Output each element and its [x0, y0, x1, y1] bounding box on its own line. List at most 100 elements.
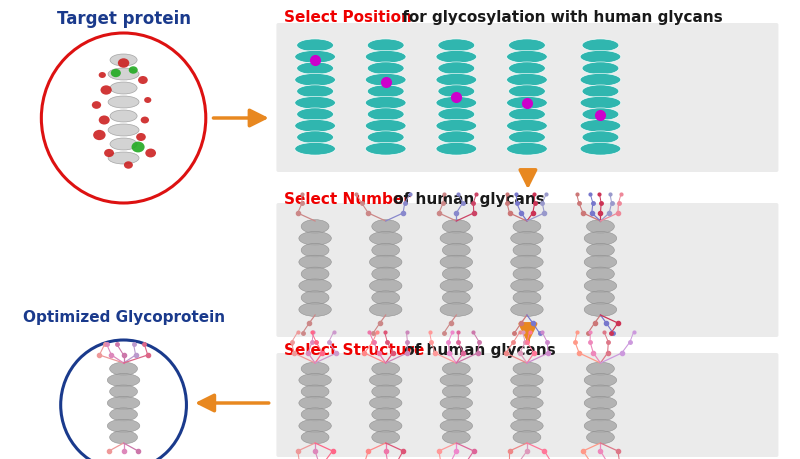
Text: Select Structure: Select Structure	[284, 343, 425, 358]
Ellipse shape	[301, 408, 329, 421]
Ellipse shape	[294, 96, 335, 109]
Ellipse shape	[92, 101, 101, 109]
Ellipse shape	[104, 149, 114, 157]
FancyBboxPatch shape	[277, 203, 778, 337]
Ellipse shape	[582, 39, 619, 51]
Ellipse shape	[586, 408, 614, 421]
Ellipse shape	[294, 50, 335, 63]
Ellipse shape	[366, 142, 406, 155]
Ellipse shape	[366, 50, 406, 63]
Ellipse shape	[367, 131, 404, 144]
Ellipse shape	[438, 85, 474, 98]
Ellipse shape	[509, 131, 546, 144]
Ellipse shape	[367, 39, 404, 51]
Ellipse shape	[301, 291, 329, 304]
Ellipse shape	[584, 397, 617, 409]
Ellipse shape	[299, 397, 331, 409]
Ellipse shape	[108, 152, 139, 164]
Text: Optimized Glycoprotein: Optimized Glycoprotein	[22, 310, 225, 325]
Ellipse shape	[580, 73, 621, 86]
Ellipse shape	[510, 397, 543, 409]
Ellipse shape	[372, 243, 400, 257]
Text: of human glycans: of human glycans	[388, 192, 544, 207]
Ellipse shape	[110, 69, 121, 77]
Ellipse shape	[294, 142, 335, 155]
Ellipse shape	[440, 419, 473, 432]
Ellipse shape	[442, 267, 470, 281]
Ellipse shape	[372, 431, 400, 444]
Ellipse shape	[586, 385, 614, 398]
Text: Select Position: Select Position	[284, 10, 412, 25]
Ellipse shape	[98, 72, 106, 78]
Ellipse shape	[110, 82, 137, 94]
Ellipse shape	[110, 385, 138, 398]
Ellipse shape	[294, 73, 335, 86]
Ellipse shape	[510, 279, 543, 293]
Ellipse shape	[513, 362, 541, 375]
Ellipse shape	[584, 303, 617, 316]
Ellipse shape	[436, 50, 477, 63]
Ellipse shape	[584, 279, 617, 293]
Ellipse shape	[297, 108, 334, 121]
Ellipse shape	[141, 117, 149, 123]
Ellipse shape	[509, 108, 546, 121]
Ellipse shape	[513, 385, 541, 398]
Ellipse shape	[510, 419, 543, 432]
Ellipse shape	[299, 255, 331, 269]
Ellipse shape	[513, 408, 541, 421]
Ellipse shape	[367, 85, 404, 98]
Ellipse shape	[580, 96, 621, 109]
Ellipse shape	[370, 374, 402, 387]
Ellipse shape	[438, 108, 474, 121]
Ellipse shape	[107, 374, 140, 387]
Ellipse shape	[586, 243, 614, 257]
Ellipse shape	[509, 62, 546, 74]
Ellipse shape	[506, 50, 547, 63]
Ellipse shape	[580, 142, 621, 155]
Text: of human glycans: of human glycans	[399, 343, 556, 358]
Text: Target protein: Target protein	[57, 10, 190, 28]
FancyBboxPatch shape	[277, 23, 778, 172]
Ellipse shape	[506, 96, 547, 109]
Ellipse shape	[442, 243, 470, 257]
Ellipse shape	[297, 62, 334, 74]
Ellipse shape	[299, 303, 331, 316]
Ellipse shape	[584, 419, 617, 432]
Ellipse shape	[366, 96, 406, 109]
Ellipse shape	[370, 397, 402, 409]
Ellipse shape	[107, 397, 140, 409]
Ellipse shape	[586, 219, 614, 233]
Ellipse shape	[110, 408, 138, 421]
Ellipse shape	[442, 219, 470, 233]
Ellipse shape	[299, 419, 331, 432]
Ellipse shape	[146, 149, 156, 157]
Ellipse shape	[440, 255, 473, 269]
Ellipse shape	[582, 108, 619, 121]
Ellipse shape	[372, 408, 400, 421]
Ellipse shape	[440, 231, 473, 245]
Ellipse shape	[297, 131, 334, 144]
Ellipse shape	[510, 255, 543, 269]
Ellipse shape	[513, 431, 541, 444]
Text: for glycosylation with human glycans: for glycosylation with human glycans	[398, 10, 723, 25]
Ellipse shape	[108, 68, 139, 80]
Ellipse shape	[510, 374, 543, 387]
Ellipse shape	[513, 243, 541, 257]
Ellipse shape	[301, 243, 329, 257]
Ellipse shape	[372, 267, 400, 281]
Ellipse shape	[118, 58, 130, 68]
Ellipse shape	[136, 133, 146, 141]
Ellipse shape	[506, 119, 547, 132]
Ellipse shape	[138, 76, 148, 84]
Ellipse shape	[124, 161, 133, 169]
Ellipse shape	[580, 119, 621, 132]
Ellipse shape	[370, 279, 402, 293]
Ellipse shape	[586, 291, 614, 304]
Ellipse shape	[440, 279, 473, 293]
Ellipse shape	[366, 73, 406, 86]
Ellipse shape	[438, 131, 474, 144]
Ellipse shape	[372, 219, 400, 233]
Ellipse shape	[584, 374, 617, 387]
Ellipse shape	[110, 431, 138, 444]
Ellipse shape	[107, 419, 140, 432]
